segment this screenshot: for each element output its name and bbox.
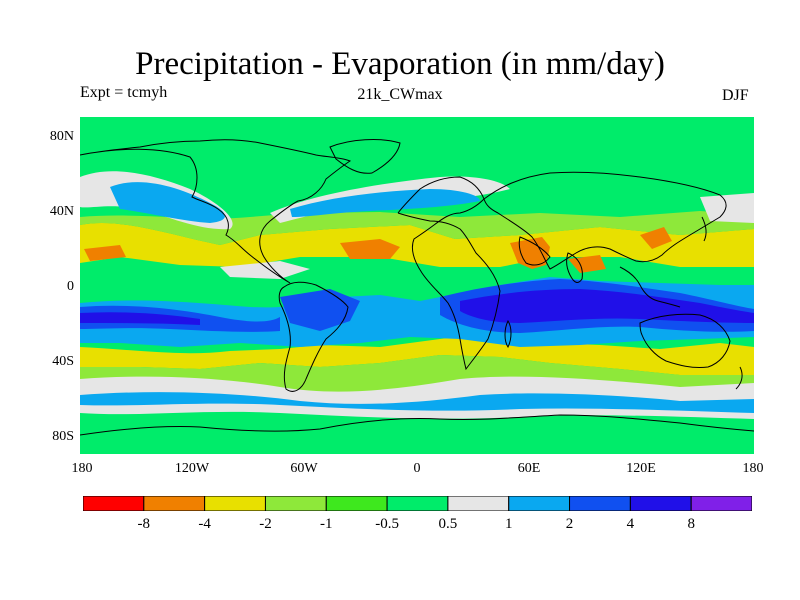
- east-asia-dry-patch: [640, 227, 672, 249]
- australia-coast: [639, 313, 731, 368]
- y-tick-label: 80S: [52, 429, 74, 444]
- asia-coast: [483, 171, 727, 270]
- legend-swatch: [264, 496, 327, 511]
- coastlines: [80, 139, 754, 436]
- atlantic-equatorial-grey: [220, 261, 310, 279]
- x-tick-label: 120W: [174, 461, 210, 476]
- legend-swatch: [325, 496, 388, 511]
- india-coast: [566, 252, 583, 283]
- legend-label: 0.5: [438, 516, 458, 532]
- legend-swatch: [569, 496, 631, 511]
- legend-label: -4: [198, 516, 211, 532]
- dry-band-north-atlantic: [80, 223, 754, 267]
- new-zealand-coast: [735, 366, 743, 390]
- legend-label: 1: [504, 516, 513, 532]
- x-tick-label: 0: [413, 461, 421, 476]
- legend-label: 8: [687, 516, 695, 532]
- legend-label: 2: [565, 516, 574, 532]
- north-pacific-blue: [110, 182, 225, 223]
- color-legend-bar: [83, 496, 752, 511]
- y-tick-label: 80N: [49, 129, 74, 144]
- pacific-violet: [80, 312, 200, 325]
- arabia-coast: [518, 236, 551, 266]
- north-atlantic-blue: [290, 189, 480, 217]
- south-america-coast: [278, 281, 349, 392]
- legend-label: -1: [320, 516, 333, 532]
- legend-swatch: [386, 496, 449, 511]
- legend-label: -2: [259, 516, 272, 532]
- y-tick-label: 40N: [49, 204, 74, 219]
- x-tick-label: 180: [71, 461, 93, 476]
- legend-swatch: [204, 496, 266, 511]
- north-africa-dry-patch: [340, 239, 400, 259]
- x-tick-label: 60W: [290, 461, 318, 476]
- map-title: Precipitation - Evaporation (in mm/day): [135, 46, 665, 82]
- north-america-coast: [80, 139, 352, 284]
- x-tick-label: 60E: [517, 461, 541, 476]
- europe-africa-coast: [397, 176, 501, 371]
- y-tick-label: 40S: [52, 354, 74, 369]
- moist-band-north: [80, 211, 754, 245]
- antarctica-coast: [80, 414, 754, 436]
- legend-swatch: [629, 496, 692, 511]
- east-pacific-grey: [700, 193, 754, 223]
- legend-swatch: [447, 496, 510, 511]
- x-tick-label: 180: [742, 461, 764, 476]
- dry-band-south: [80, 331, 754, 375]
- case-label: 21k_CWmax: [357, 86, 443, 103]
- legend-swatch: [508, 496, 571, 511]
- precipitation-map: [80, 117, 754, 454]
- legend-swatch: [83, 496, 145, 511]
- legend-label: 4: [626, 516, 635, 532]
- experiment-label: Expt = tcmyh: [80, 84, 168, 101]
- legend-swatch: [690, 496, 752, 511]
- legend-label: -0.5: [375, 516, 399, 532]
- legend-label: -8: [137, 516, 151, 532]
- legend-swatch: [143, 496, 206, 511]
- x-tick-label: 120E: [626, 461, 656, 476]
- japan-coast: [701, 216, 707, 242]
- madagascar-coast: [504, 320, 512, 348]
- southern-ocean-blue: [80, 392, 754, 413]
- greenland-coast: [329, 139, 401, 174]
- y-tick-label: 0: [67, 279, 74, 294]
- pacific-dry-patch: [84, 245, 126, 261]
- southeast-asia-coast: [619, 266, 681, 308]
- arabian-dry-patch: [510, 237, 550, 269]
- season-label: DJF: [722, 87, 749, 104]
